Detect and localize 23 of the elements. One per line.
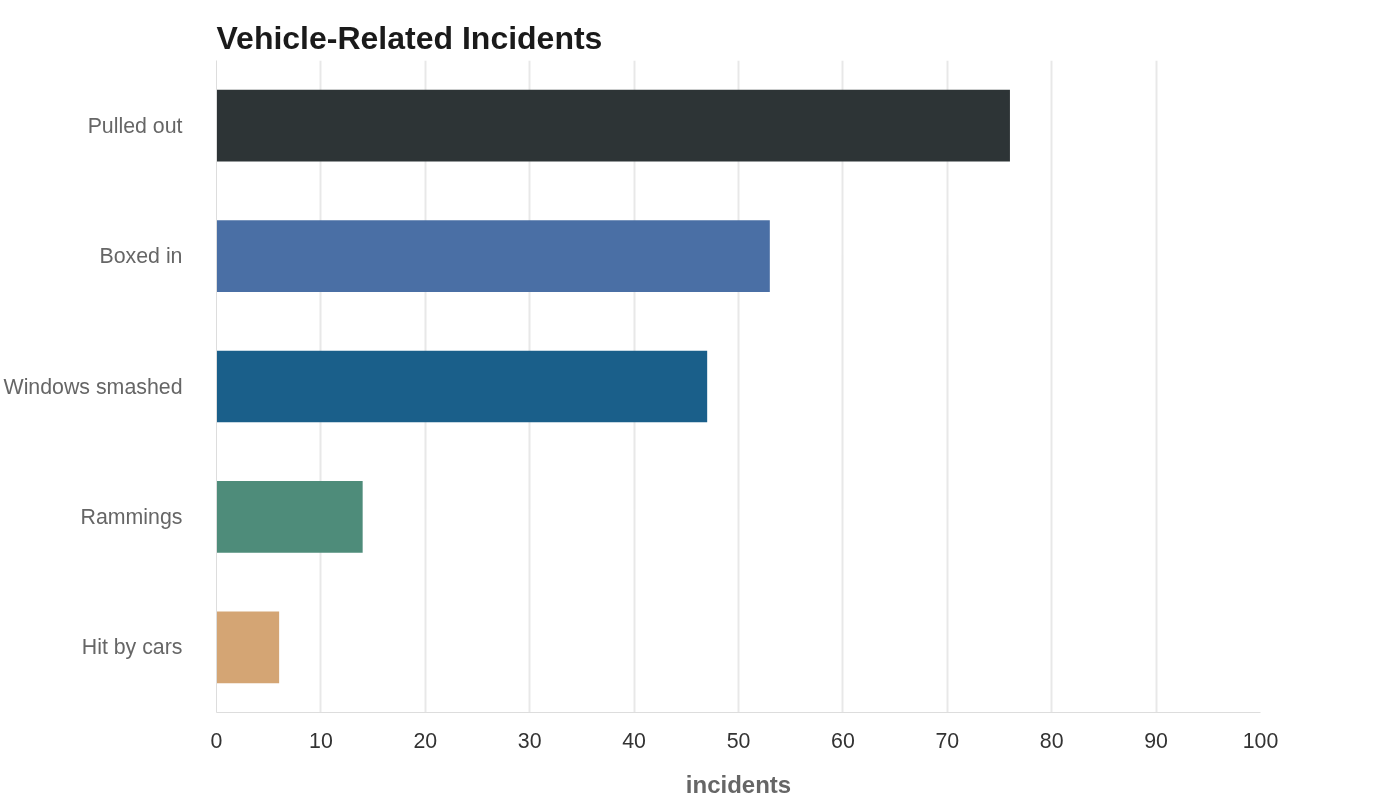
chart-title: Vehicle-Related Incidents	[216, 19, 603, 56]
y-tick-label: Rammings	[80, 504, 183, 529]
y-tick-label: Boxed in	[99, 244, 183, 269]
x-tick-label: 50	[726, 728, 751, 753]
x-tick-label: 0	[210, 728, 223, 753]
bar	[216, 220, 770, 292]
bar	[216, 481, 363, 553]
bar	[216, 350, 708, 423]
y-tick-label: Hit by cars	[81, 635, 183, 660]
bar	[216, 611, 280, 684]
x-tick-label: 60	[831, 728, 855, 753]
x-tick-label: 30	[517, 728, 542, 753]
x-tick-label: 100	[1242, 728, 1279, 753]
x-tick-label: 10	[309, 728, 333, 753]
x-tick-label: 90	[1144, 728, 1169, 753]
x-tick-label: 20	[413, 728, 438, 753]
y-tick-label: Pulled out	[87, 113, 183, 138]
x-axis-title: incidents	[685, 770, 792, 798]
y-tick-label: Windows smashed	[3, 374, 183, 399]
x-tick-label: 70	[935, 728, 960, 753]
x-tick-label: 40	[622, 728, 647, 753]
x-tick-label: 80	[1039, 728, 1064, 753]
bar	[216, 89, 1010, 162]
